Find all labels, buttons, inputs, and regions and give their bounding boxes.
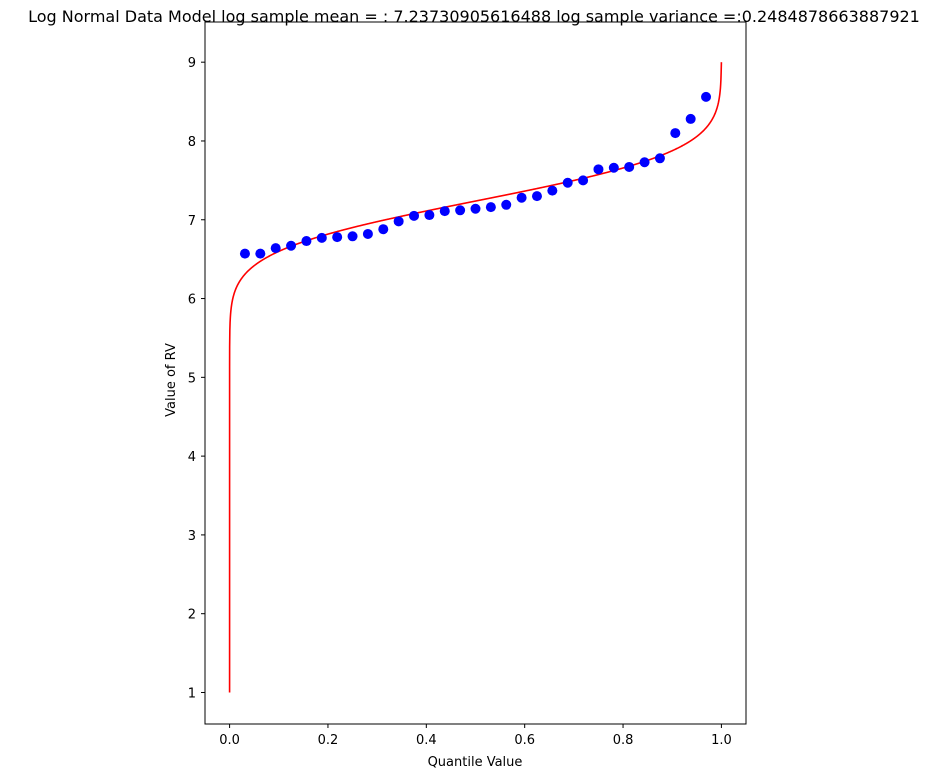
x-tick-label: 0.4 [416,733,437,748]
data-point [301,236,312,247]
data-point [547,185,558,196]
y-tick-label: 3 [188,529,196,544]
data-point [531,191,542,202]
data-point [255,248,266,259]
data-point [562,177,573,188]
data-point [701,91,712,102]
y-tick-label: 7 [188,214,196,229]
data-point [624,161,635,172]
y-tick-label: 1 [188,686,196,701]
data-point [362,228,373,239]
data-point [501,199,512,210]
data-point [485,202,496,213]
y-tick-label: 4 [188,450,196,465]
data-point [670,128,681,139]
data-point [424,210,435,221]
x-tick-label: 1.0 [711,733,732,748]
data-point [393,216,404,227]
y-axis-label: Value of RV [164,343,179,417]
y-tick-label: 9 [188,56,196,71]
x-axis: 0.0 0.2 0.4 0.6 0.8 1.0 [219,724,732,748]
y-tick-label: 6 [188,293,196,308]
plot-area [228,62,723,693]
x-tick-label: 0.8 [613,733,634,748]
data-point [270,243,281,254]
y-tick-label: 5 [188,371,196,386]
data-point [639,157,650,168]
axes-frame [204,21,747,725]
data-point [378,224,389,235]
data-point [332,232,343,243]
quantile-line [228,62,723,693]
x-tick-label: 0.6 [514,733,535,748]
x-axis-label: Quantile Value [428,755,523,770]
data-point [409,210,420,221]
y-tick-label: 8 [188,135,196,150]
data-point [286,240,297,251]
data-point [316,232,327,243]
y-axis: 1 2 3 4 5 6 7 8 9 [188,56,205,701]
x-tick-label: 0.2 [318,733,339,748]
y-tick-label: 2 [188,608,196,623]
data-point [239,248,250,259]
data-point [654,153,665,164]
data-point [470,203,481,214]
data-point [347,231,358,242]
data-point [685,113,696,124]
data-point [439,206,450,217]
data-point [516,192,527,203]
x-tick-label: 0.0 [219,733,240,748]
data-point [608,162,619,173]
chart-title: Log Normal Data Model log sample mean = … [28,7,920,26]
data-point [455,205,466,216]
data-point [578,175,589,186]
data-point [593,164,604,175]
